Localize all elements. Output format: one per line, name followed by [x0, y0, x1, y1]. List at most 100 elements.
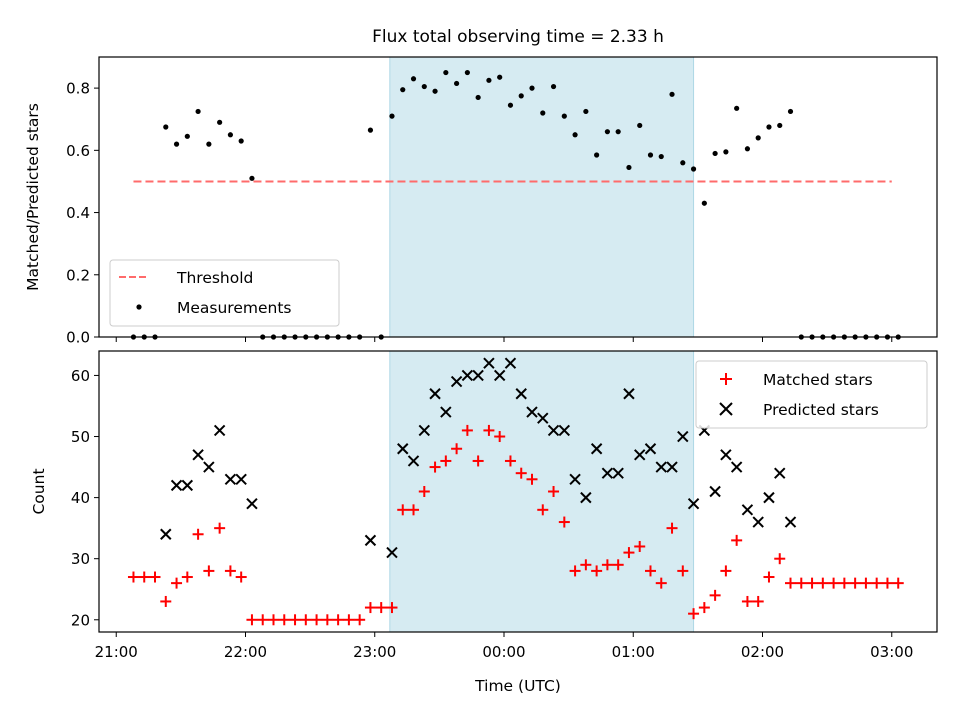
legend-measurements-swatch: [136, 304, 142, 310]
top-panel: 0.0 0.2 0.4 0.6 0.8 Flux total observing tim…: [24, 27, 938, 347]
matched-star-point: [623, 547, 635, 559]
matched-star-point: [655, 577, 667, 589]
bottom-y-axis-label: Count: [30, 468, 48, 514]
measurement-point: [443, 69, 449, 76]
matched-star-point: [860, 577, 872, 589]
measurement-point: [637, 122, 643, 129]
measurement-point: [507, 102, 514, 108]
predicted-star-point: [601, 467, 614, 479]
matched-star-point: [569, 565, 581, 577]
chart-title: Flux total observing time = 2.33 h: [372, 27, 664, 47]
legend-measurements-label: Measurements: [177, 299, 292, 317]
matched-star-point: [138, 571, 150, 583]
predicted-star-point: [763, 491, 775, 504]
predicted-stars-points: [160, 357, 797, 559]
matched-star-point: [429, 461, 441, 473]
predicted-star-point: [774, 467, 786, 479]
matched-star-point: [634, 540, 646, 552]
x-tick-label: 23:00: [353, 643, 396, 661]
matched-stars-points: [127, 424, 904, 626]
measurement-point: [173, 141, 180, 147]
predicted-star-point: [461, 369, 474, 382]
bottom-panel: 20 30 40 50 60 21:00 22:00 23:00 00:00 01:00 02:0…: [30, 350, 938, 695]
matched-star-point: [278, 614, 290, 626]
matched-star-point: [741, 595, 753, 607]
measurement-point: [518, 93, 524, 99]
matched-star-point: [795, 577, 807, 589]
matched-star-point: [849, 577, 861, 589]
legend-matched-label: Matched stars: [763, 371, 873, 389]
matched-star-point: [709, 589, 721, 601]
measurement-point: [594, 152, 600, 158]
matched-star-point: [483, 424, 495, 436]
measurement-point: [701, 200, 707, 206]
matched-star-point: [892, 577, 904, 589]
predicted-star-point: [677, 430, 689, 443]
measurement-point: [766, 124, 772, 130]
predicted-star-point: [364, 534, 377, 547]
matched-star-point: [408, 504, 420, 516]
matched-star-point: [289, 614, 301, 626]
measurement-point: [400, 87, 406, 93]
predicted-star-point: [235, 473, 247, 485]
x-tick-label: 02:00: [741, 643, 784, 661]
bottom-axes-frame: [98, 350, 938, 633]
bottom-legend-box: [695, 360, 928, 429]
predicted-star-point: [386, 546, 398, 559]
matched-star-point: [160, 595, 172, 607]
measurement-point: [755, 135, 761, 141]
measurement-point: [529, 85, 535, 91]
predicted-star-point: [709, 485, 721, 498]
measurement-point: [497, 74, 503, 80]
predicted-star-point: [580, 491, 592, 504]
matched-star-point: [504, 455, 516, 467]
measurement-point: [410, 76, 417, 82]
matched-star-point: [397, 504, 409, 516]
matched-star-point: [612, 559, 624, 571]
matched-star-point: [494, 431, 506, 443]
predicted-star-point: [558, 424, 571, 437]
predicted-star-point: [493, 369, 506, 382]
matched-star-point: [386, 602, 398, 614]
matched-star-point: [580, 559, 592, 571]
measurement-point: [658, 153, 664, 160]
matched-star-point: [214, 522, 226, 534]
matched-star-point: [451, 443, 463, 455]
measurement-points: [130, 69, 901, 340]
matched-star-point: [817, 577, 829, 589]
measurement-point: [690, 166, 697, 172]
measurement-point: [604, 129, 611, 135]
predicted-star-point: [224, 473, 237, 485]
matched-star-point: [515, 467, 527, 479]
top-x-ticks: [115, 337, 893, 342]
measurement-point: [744, 146, 751, 152]
matched-star-point: [364, 602, 376, 614]
bottom-legend: Matched stars Predicted stars: [695, 360, 928, 429]
matched-star-point: [720, 565, 732, 577]
top-y-tick-label: 0.2: [66, 266, 90, 284]
top-legend: Threshold Measurements: [109, 259, 340, 327]
matched-star-point: [246, 614, 258, 626]
predicted-star-point: [590, 443, 603, 455]
measurement-point: [723, 149, 729, 155]
predicted-star-point: [752, 516, 764, 528]
matched-star-point: [828, 577, 840, 589]
matched-star-point: [806, 577, 818, 589]
matched-star-point: [838, 577, 850, 589]
matched-star-point: [321, 614, 333, 626]
matched-star-point: [763, 571, 775, 583]
measurement-point: [550, 83, 557, 90]
predicted-star-point: [192, 449, 204, 461]
measurement-point: [464, 69, 470, 76]
predicted-star-point: [440, 406, 452, 418]
bottom-y-tick-label: 30: [71, 550, 90, 568]
measurement-point: [486, 77, 492, 83]
top-y-tick-label: 0.6: [66, 142, 90, 160]
predicted-star-point: [407, 455, 420, 467]
predicted-star-point: [623, 388, 635, 400]
measurement-point: [421, 83, 427, 90]
predicted-star-point: [397, 443, 409, 455]
measurement-point: [217, 119, 223, 125]
matched-star-point: [591, 565, 603, 577]
